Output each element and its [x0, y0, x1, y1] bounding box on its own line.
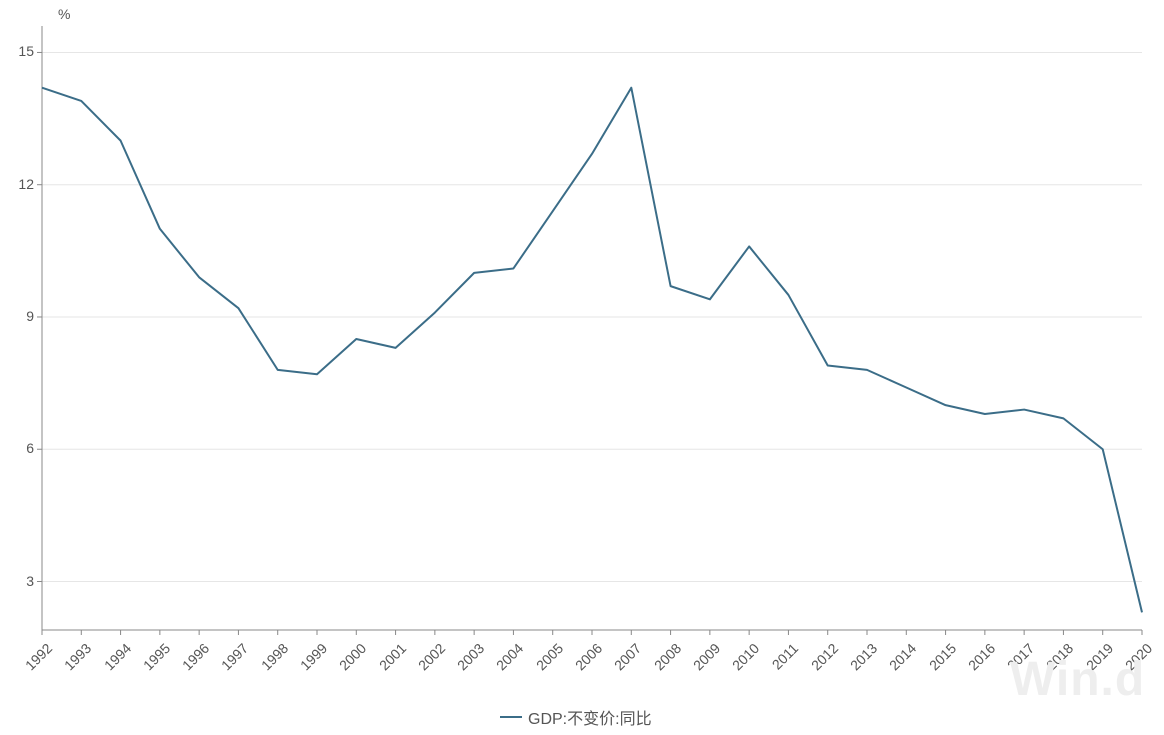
legend-line [500, 716, 522, 718]
y-tick-label: 3 [26, 573, 34, 589]
y-tick-label: 15 [18, 43, 34, 59]
chart-svg [0, 0, 1164, 735]
y-tick-label: 12 [18, 176, 34, 192]
y-tick-label: 6 [26, 440, 34, 456]
gdp-line-chart: % 3691215 199219931994199519961997199819… [0, 0, 1164, 735]
legend: GDP:不变价:同比 [500, 705, 652, 729]
watermark: Win.d [1010, 652, 1145, 707]
y-tick-label: 9 [26, 308, 34, 324]
y-axis-unit: % [58, 6, 70, 22]
legend-label: GDP:不变价:同比 [528, 705, 652, 729]
